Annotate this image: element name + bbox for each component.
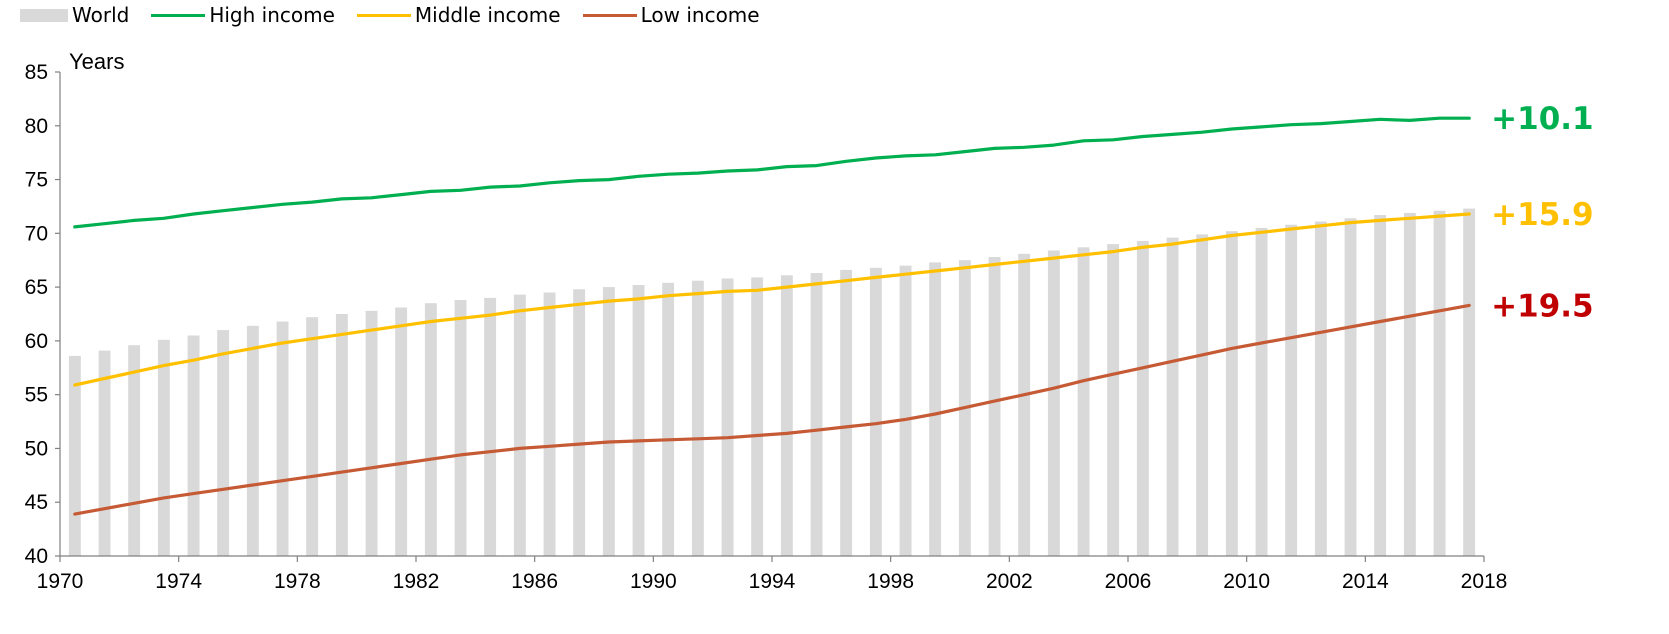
x-tick-label-1982: 1982 <box>393 570 440 593</box>
world-bar-1979 <box>335 314 348 556</box>
x-tick-label-1974: 1974 <box>155 570 202 593</box>
x-tick-label-2010: 2010 <box>1223 570 1270 593</box>
y-tick-label-70: 70 <box>25 222 48 245</box>
x-tick-label-1986: 1986 <box>511 570 558 593</box>
y-tick-label-60: 60 <box>25 330 48 353</box>
y-tick-label-80: 80 <box>25 115 48 138</box>
y-tick-label-85: 85 <box>25 61 48 84</box>
legend-label-world: World <box>72 3 130 27</box>
x-tick-label-1994: 1994 <box>749 570 796 593</box>
legend-item-middle-income[interactable]: Middle income <box>356 3 561 27</box>
world-bar-2014 <box>1374 215 1387 556</box>
world-bar-1995 <box>810 273 823 556</box>
low-income-line <box>73 303 1471 516</box>
world-bar-2002 <box>1018 253 1031 557</box>
world-bar-2010 <box>1255 228 1268 556</box>
world-bar-1985 <box>513 294 526 556</box>
world-bar-1991 <box>691 280 704 556</box>
world-bar-1970 <box>68 355 81 556</box>
world-bar-1983 <box>454 300 467 556</box>
world-bar-2005 <box>1107 244 1120 556</box>
x-tick-label-2014: 2014 <box>1342 570 1389 593</box>
y-tick-label-45: 45 <box>25 491 48 514</box>
x-tick-label-2002: 2002 <box>986 570 1033 593</box>
x-tick-label-1998: 1998 <box>867 570 914 593</box>
legend-item-low-income[interactable]: Low income <box>582 3 760 27</box>
world-bar-1988 <box>602 287 615 556</box>
x-tick-label-1990: 1990 <box>630 570 677 593</box>
world-bar-1998 <box>899 265 912 556</box>
world-bar-1977 <box>276 321 289 556</box>
world-bar-1975 <box>217 330 230 556</box>
world-bar-1976 <box>246 325 259 556</box>
world-bar-2003 <box>1047 250 1060 556</box>
world-bar-1981 <box>395 307 408 556</box>
world-bar-1972 <box>128 345 141 556</box>
world-bar-1999 <box>929 262 942 556</box>
world-bar-1986 <box>543 292 556 556</box>
end-label-low-income: +19.5 <box>1491 288 1593 324</box>
world-bar-1984 <box>484 297 497 556</box>
y-tick-label-55: 55 <box>25 384 48 407</box>
legend-swatch-low-income <box>582 13 637 17</box>
world-bar-1971 <box>98 350 111 556</box>
world-bar-2015 <box>1403 212 1416 556</box>
y-tick-label-40: 40 <box>25 545 48 568</box>
world-bar-2011 <box>1285 224 1298 556</box>
high-income-line <box>73 116 1471 229</box>
y-tick-label-75: 75 <box>25 169 48 192</box>
x-tick-label-1978: 1978 <box>274 570 321 593</box>
legend-swatch-high-income <box>151 13 206 17</box>
world-bar-2009 <box>1225 231 1238 556</box>
world-bar-1978 <box>306 317 319 556</box>
income-lines <box>73 116 1471 516</box>
world-bar-1982 <box>424 303 437 556</box>
legend-swatch-world <box>20 8 68 22</box>
world-bar-1973 <box>157 339 170 556</box>
world-bar-1980 <box>365 310 378 556</box>
y-tick-label-65: 65 <box>25 276 48 299</box>
x-tick-label-2018: 2018 <box>1461 570 1508 593</box>
x-tick-label-1970: 1970 <box>37 570 84 593</box>
world-bars <box>68 208 1476 557</box>
world-bar-2007 <box>1166 237 1179 556</box>
world-bar-2016 <box>1433 210 1446 556</box>
world-bar-1974 <box>187 335 200 556</box>
world-bar-2004 <box>1077 247 1090 557</box>
tick-labels: 40 45 50 55 60 65 70 75 80 85 1970 1974 1978 1982 1986… <box>25 61 1508 593</box>
end-label-high-income: +10.1 <box>1491 101 1593 137</box>
world-bar-1996 <box>840 269 853 556</box>
world-bar-1994 <box>780 275 793 556</box>
world-bar-2006 <box>1136 240 1149 556</box>
legend-label-low-income: Low income <box>640 3 760 27</box>
legend-item-world[interactable]: World <box>20 3 129 27</box>
world-bar-2017 <box>1463 208 1476 556</box>
world-bar-1993 <box>751 277 764 556</box>
world-bar-1990 <box>662 282 675 556</box>
middle-income-line <box>73 212 1471 387</box>
world-bar-2012 <box>1314 221 1327 556</box>
legend-label-high-income: High income <box>209 3 335 27</box>
legend-swatch-middle-income <box>356 13 411 17</box>
world-bar-1992 <box>721 278 734 556</box>
world-bar-2008 <box>1196 234 1209 556</box>
legend-label-middle-income: Middle income <box>414 3 561 27</box>
y-axis-title: Years <box>69 49 124 74</box>
y-tick-label-50: 50 <box>25 437 48 460</box>
world-bar-2013 <box>1344 218 1357 557</box>
axes <box>55 71 1485 562</box>
world-bar-2001 <box>988 257 1001 556</box>
world-bar-1987 <box>573 289 586 556</box>
legend-item-high-income[interactable]: High income <box>151 3 335 27</box>
x-tick-label-2006: 2006 <box>1105 570 1152 593</box>
legend: World High income Middle income Low inco… <box>20 2 782 28</box>
world-bar-1997 <box>869 267 882 556</box>
end-label-middle-income: +15.9 <box>1491 197 1593 233</box>
world-bar-1989 <box>632 285 645 556</box>
